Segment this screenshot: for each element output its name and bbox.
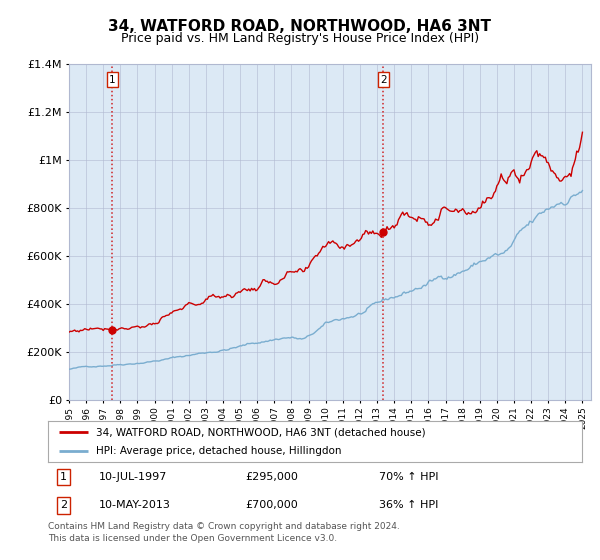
Text: 34, WATFORD ROAD, NORTHWOOD, HA6 3NT: 34, WATFORD ROAD, NORTHWOOD, HA6 3NT [109,19,491,34]
Text: 10-JUL-1997: 10-JUL-1997 [99,472,167,482]
Text: £700,000: £700,000 [245,501,298,510]
Text: 2: 2 [60,501,67,510]
Text: 1: 1 [60,472,67,482]
Text: HPI: Average price, detached house, Hillingdon: HPI: Average price, detached house, Hill… [96,446,341,456]
Text: 34, WATFORD ROAD, NORTHWOOD, HA6 3NT (detached house): 34, WATFORD ROAD, NORTHWOOD, HA6 3NT (de… [96,427,425,437]
Text: £295,000: £295,000 [245,472,298,482]
Text: Contains HM Land Registry data © Crown copyright and database right 2024.
This d: Contains HM Land Registry data © Crown c… [48,522,400,543]
Text: 70% ↑ HPI: 70% ↑ HPI [379,472,439,482]
Text: 2: 2 [380,74,386,85]
Text: Price paid vs. HM Land Registry's House Price Index (HPI): Price paid vs. HM Land Registry's House … [121,32,479,45]
Text: 1: 1 [109,74,116,85]
Text: 36% ↑ HPI: 36% ↑ HPI [379,501,439,510]
Text: 10-MAY-2013: 10-MAY-2013 [99,501,170,510]
